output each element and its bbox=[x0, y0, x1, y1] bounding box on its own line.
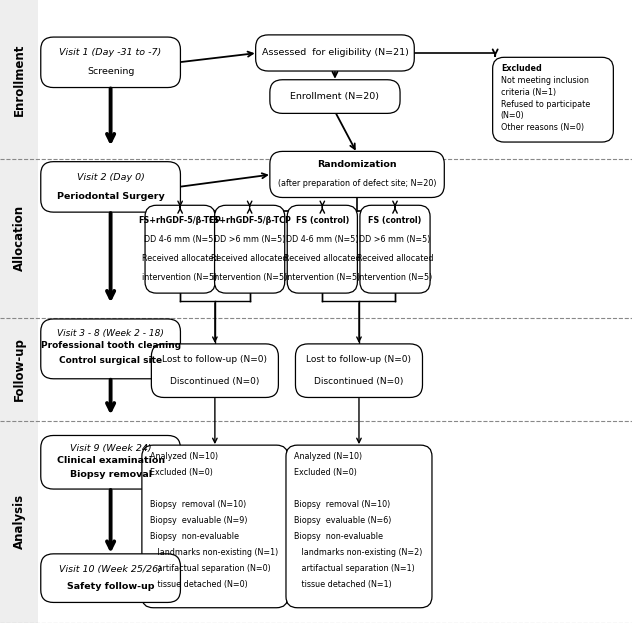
Bar bbox=[0, 159, 38, 318]
FancyBboxPatch shape bbox=[270, 151, 444, 197]
Text: FS (control): FS (control) bbox=[296, 216, 349, 225]
Text: Analysis: Analysis bbox=[13, 494, 25, 549]
Text: Discontinued (N=0): Discontinued (N=0) bbox=[170, 378, 260, 386]
Text: Received allocated: Received allocated bbox=[356, 254, 434, 264]
FancyBboxPatch shape bbox=[145, 206, 215, 293]
Text: tissue detached (N=0): tissue detached (N=0) bbox=[150, 579, 248, 589]
Text: Biopsy  evaluable (N=6): Biopsy evaluable (N=6) bbox=[294, 516, 392, 525]
FancyBboxPatch shape bbox=[40, 162, 181, 212]
Text: intervention (N=5): intervention (N=5) bbox=[284, 273, 360, 282]
Text: intervention (N=5): intervention (N=5) bbox=[142, 273, 218, 282]
Text: Excluded: Excluded bbox=[501, 64, 542, 73]
Text: DD 4-6 mm (N=5): DD 4-6 mm (N=5) bbox=[144, 235, 216, 244]
Text: Excluded (N=0): Excluded (N=0) bbox=[150, 468, 213, 477]
Text: Clinical examination: Clinical examination bbox=[56, 456, 165, 465]
Text: Visit 9 (Week 24): Visit 9 (Week 24) bbox=[70, 444, 152, 453]
Text: DD 4-6 mm (N=5): DD 4-6 mm (N=5) bbox=[286, 235, 358, 244]
Text: Control surgical site: Control surgical site bbox=[59, 356, 162, 364]
FancyBboxPatch shape bbox=[40, 435, 181, 489]
FancyBboxPatch shape bbox=[40, 37, 181, 87]
Text: Assessed  for eligibility (N=21): Assessed for eligibility (N=21) bbox=[262, 49, 408, 57]
FancyBboxPatch shape bbox=[215, 206, 284, 293]
FancyBboxPatch shape bbox=[360, 206, 430, 293]
Text: Visit 3 - 8 (Week 2 - 18): Visit 3 - 8 (Week 2 - 18) bbox=[57, 329, 164, 338]
Text: Analyzed (N=10): Analyzed (N=10) bbox=[294, 452, 362, 462]
Text: Biopsy  removal (N=10): Biopsy removal (N=10) bbox=[150, 500, 246, 509]
Text: FS+rhGDF-5/β-TCP: FS+rhGDF-5/β-TCP bbox=[208, 216, 291, 225]
Text: Safety follow-up: Safety follow-up bbox=[67, 583, 154, 591]
FancyBboxPatch shape bbox=[152, 344, 278, 397]
Text: Biopsy removal: Biopsy removal bbox=[70, 470, 152, 479]
FancyBboxPatch shape bbox=[287, 206, 358, 293]
Text: intervention (N=5): intervention (N=5) bbox=[357, 273, 433, 282]
Text: DD >6 mm (N=5): DD >6 mm (N=5) bbox=[360, 235, 430, 244]
Text: artifactual separation (N=1): artifactual separation (N=1) bbox=[294, 564, 415, 573]
Bar bbox=[0, 421, 38, 623]
Text: Periodontal Surgery: Periodontal Surgery bbox=[57, 192, 164, 201]
Text: Received allocated: Received allocated bbox=[211, 254, 288, 264]
Text: criteria (N=1): criteria (N=1) bbox=[501, 88, 556, 97]
FancyBboxPatch shape bbox=[286, 445, 432, 608]
Text: Biopsy  removal (N=10): Biopsy removal (N=10) bbox=[294, 500, 391, 509]
Text: Lost to follow-up (N=0): Lost to follow-up (N=0) bbox=[307, 355, 411, 364]
Text: landmarks non-existing (N=1): landmarks non-existing (N=1) bbox=[150, 548, 278, 557]
Text: Professional tooth cleaning: Professional tooth cleaning bbox=[40, 341, 181, 350]
Text: intervention (N=5): intervention (N=5) bbox=[212, 273, 288, 282]
Text: Excluded (N=0): Excluded (N=0) bbox=[294, 468, 357, 477]
FancyBboxPatch shape bbox=[255, 35, 415, 71]
FancyBboxPatch shape bbox=[295, 344, 422, 397]
FancyBboxPatch shape bbox=[270, 80, 400, 113]
Text: Randomization: Randomization bbox=[317, 160, 397, 169]
Text: Biopsy  non-evaluable: Biopsy non-evaluable bbox=[294, 532, 383, 541]
Text: Visit 1 (Day -31 to -7): Visit 1 (Day -31 to -7) bbox=[59, 49, 162, 57]
Text: Refused to participate: Refused to participate bbox=[501, 100, 590, 108]
Text: FS+rhGDF-5/β-TCP: FS+rhGDF-5/β-TCP bbox=[138, 216, 222, 225]
Text: (N=0): (N=0) bbox=[501, 112, 525, 120]
Text: Biopsy  evaluable (N=9): Biopsy evaluable (N=9) bbox=[150, 516, 248, 525]
Text: Enrollment: Enrollment bbox=[13, 43, 25, 116]
Text: Other reasons (N=0): Other reasons (N=0) bbox=[501, 123, 584, 132]
Text: Biopsy  non-evaluable: Biopsy non-evaluable bbox=[150, 532, 239, 541]
Text: (after preparation of defect site; N=20): (after preparation of defect site; N=20) bbox=[278, 179, 436, 188]
Text: Visit 10 (Week 25/26): Visit 10 (Week 25/26) bbox=[59, 565, 162, 574]
Text: tissue detached (N=1): tissue detached (N=1) bbox=[294, 579, 392, 589]
Text: DD >6 mm (N=5): DD >6 mm (N=5) bbox=[214, 235, 285, 244]
Text: landmarks non-existing (N=2): landmarks non-existing (N=2) bbox=[294, 548, 423, 557]
Text: Visit 2 (Day 0): Visit 2 (Day 0) bbox=[76, 173, 145, 182]
Text: Enrollment (N=20): Enrollment (N=20) bbox=[291, 92, 379, 101]
FancyBboxPatch shape bbox=[40, 554, 181, 602]
Text: artifactual separation (N=0): artifactual separation (N=0) bbox=[150, 564, 271, 573]
Text: Screening: Screening bbox=[87, 67, 134, 76]
Text: Not meeting inclusion: Not meeting inclusion bbox=[501, 76, 589, 85]
Text: Allocation: Allocation bbox=[13, 205, 25, 272]
FancyBboxPatch shape bbox=[142, 445, 288, 608]
Bar bbox=[0, 318, 38, 421]
Text: Lost to follow-up (N=0): Lost to follow-up (N=0) bbox=[162, 355, 267, 364]
FancyBboxPatch shape bbox=[40, 319, 181, 379]
Text: Analyzed (N=10): Analyzed (N=10) bbox=[150, 452, 218, 462]
Text: Discontinued (N=0): Discontinued (N=0) bbox=[314, 378, 404, 386]
FancyBboxPatch shape bbox=[493, 57, 613, 142]
Bar bbox=[0, 0, 38, 159]
Text: Follow-up: Follow-up bbox=[13, 337, 25, 401]
Text: FS (control): FS (control) bbox=[368, 216, 422, 225]
Text: Received allocated: Received allocated bbox=[142, 254, 219, 264]
Text: Received allocated: Received allocated bbox=[284, 254, 361, 264]
